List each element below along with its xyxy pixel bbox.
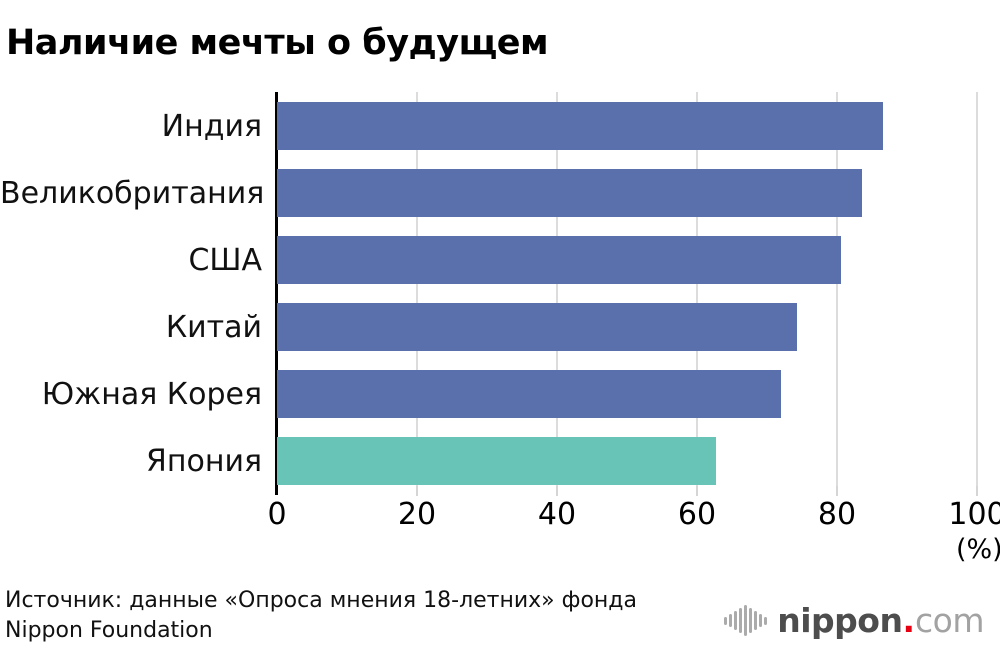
tick-mark-80	[836, 486, 838, 496]
source-line-2: Nippon Foundation	[5, 618, 213, 644]
category-label: Китай	[165, 309, 262, 345]
gridline-40	[556, 92, 558, 486]
bar-chart: Индия Великобритания США Китай Южная Корея Яп…	[0, 92, 977, 495]
logo-dot: .	[902, 601, 916, 640]
bar-row: Япония	[0, 437, 977, 485]
sound-bars-icon	[724, 605, 768, 636]
sound-bar	[739, 608, 743, 633]
category-label: Индия	[161, 108, 262, 144]
sound-bar	[749, 608, 753, 633]
category-label: Южная Корея	[41, 376, 262, 412]
tick-mark-100	[976, 486, 978, 496]
bar	[277, 236, 841, 284]
bar	[277, 370, 781, 418]
tick-mark-40	[556, 486, 558, 496]
bar-row: Индия	[0, 102, 977, 150]
bar	[277, 437, 716, 485]
x-axis-unit-label: (%)	[955, 534, 1000, 565]
bar	[277, 102, 883, 150]
source-note: Источник: данные «Опроса мнения 18-летни…	[5, 586, 637, 647]
nippon-com-logo: nippon.com	[724, 601, 984, 640]
x-tick-label-60: 60	[677, 497, 717, 532]
x-tick-label-20: 20	[397, 497, 437, 532]
sound-bar	[759, 614, 763, 627]
logo-name: nippon	[777, 601, 903, 640]
sound-bar	[764, 616, 768, 625]
gridline-100	[976, 92, 978, 486]
sound-bar	[754, 611, 758, 630]
bar-row: Китай	[0, 303, 977, 351]
chart-title: Наличие мечты о будущем	[6, 23, 549, 64]
x-tick-label-100: 100	[948, 497, 1000, 532]
bar-row: США	[0, 236, 977, 284]
category-label: США	[188, 242, 262, 278]
tick-mark-60	[696, 486, 698, 496]
source-line-1: Источник: данные «Опроса мнения 18-летни…	[5, 588, 637, 613]
bar	[277, 169, 862, 217]
gridline-20	[416, 92, 418, 486]
gridline-60	[696, 92, 698, 486]
gridline-80	[836, 92, 838, 486]
y-axis-line	[275, 92, 278, 495]
bar-row: Великобритания	[0, 169, 977, 217]
sound-bar	[734, 611, 738, 630]
x-tick-label-80: 80	[817, 497, 857, 532]
x-tick-label-40: 40	[537, 497, 577, 532]
bar	[277, 303, 798, 351]
category-label: Япония	[146, 443, 262, 479]
x-axis-labels: (%) 0 20 40 60 80 100	[267, 497, 1000, 567]
category-label: Великобритания	[0, 175, 265, 211]
tick-mark-20	[416, 486, 418, 496]
logo-text: nippon.com	[777, 601, 984, 640]
x-tick-label-0: 0	[267, 497, 287, 532]
sound-bar	[729, 614, 733, 627]
logo-tld: com	[915, 601, 984, 640]
plot-area	[275, 92, 978, 496]
sound-bar	[744, 605, 748, 636]
bar-row: Южная Корея	[0, 370, 977, 418]
sound-bar	[724, 616, 728, 625]
